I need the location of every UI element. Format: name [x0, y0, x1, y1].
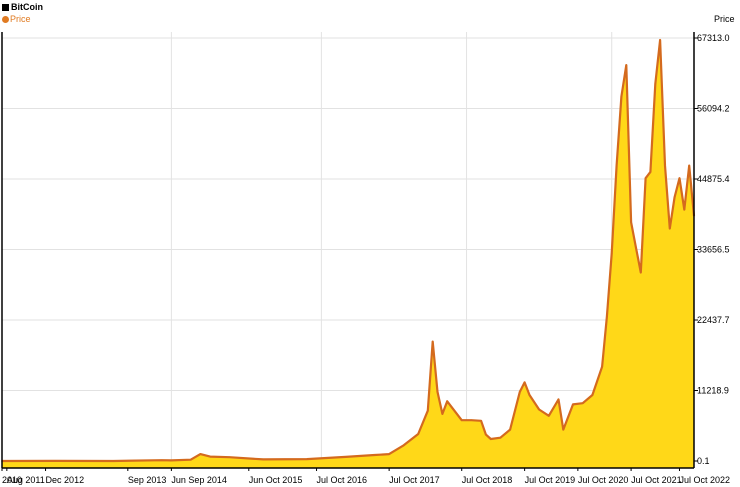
data-point-20 — [446, 400, 449, 403]
x-tick-label-0: 2010 — [2, 475, 22, 485]
x-tick-label-7: Jul Oct 2017 — [389, 475, 440, 485]
data-point-42 — [610, 252, 613, 255]
data-point-32 — [528, 394, 531, 396]
data-point-10 — [306, 458, 308, 460]
data-point-18 — [436, 391, 439, 393]
data-point-58 — [688, 164, 690, 167]
y-tick-label-0: 67313.0 — [697, 33, 730, 43]
series-dot-icon — [2, 15, 9, 23]
y-tick-label-4: 22437.7 — [697, 315, 730, 325]
data-point-53 — [664, 164, 666, 167]
x-tick-label-9: Jul Oct 2019 — [525, 475, 576, 485]
data-point-35 — [557, 398, 560, 401]
data-point-33 — [538, 408, 540, 411]
data-point-21 — [451, 406, 453, 409]
data-point-8 — [228, 456, 231, 459]
y-tick-label-6: 0.1 — [697, 456, 710, 466]
y-tick-label-2: 44875.4 — [697, 174, 730, 184]
data-point-6 — [199, 453, 202, 455]
legend-series-item[interactable]: Price — [2, 13, 43, 25]
data-point-24 — [470, 419, 473, 421]
x-tick-label-12: Jul Oct 2022 — [679, 475, 730, 485]
series-line-0 — [1, 38, 696, 463]
data-point-43 — [615, 164, 618, 167]
data-point-34 — [548, 414, 550, 417]
data-point-37 — [572, 403, 574, 406]
data-point-7 — [209, 455, 211, 458]
chart-legend: BitCoin Price — [2, 1, 43, 25]
data-point-13 — [388, 453, 390, 455]
x-tick-label-3: Sep 2013 — [128, 475, 167, 485]
data-point-49 — [644, 177, 647, 180]
data-point-17 — [431, 340, 434, 343]
data-point-30 — [518, 391, 521, 393]
data-point-55 — [673, 196, 676, 198]
data-point-12 — [373, 454, 376, 456]
data-point-48 — [639, 271, 642, 274]
data-point-44 — [620, 95, 623, 98]
data-point-14 — [402, 444, 405, 447]
legend-title: BitCoin — [2, 1, 43, 13]
data-point-22 — [456, 413, 458, 415]
data-point-52 — [659, 39, 661, 41]
data-point-39 — [591, 394, 594, 396]
data-point-56 — [678, 177, 681, 180]
data-point-28 — [499, 436, 502, 439]
x-tick-label-5: Jun Oct 2015 — [249, 475, 303, 485]
data-point-51 — [654, 83, 657, 85]
data-point-47 — [635, 246, 637, 249]
data-point-31 — [523, 381, 526, 384]
y-tick-label-1: 56094.2 — [697, 103, 730, 113]
data-point-29 — [509, 428, 511, 431]
y-ticks: 67313.0 56094.2 44875.4 33656.5 22437.7 11218… — [694, 33, 730, 466]
y-axis-label: Price — [714, 14, 735, 24]
chart-title: BitCoin — [11, 2, 43, 12]
x-tick-label-1: Aug 2011 — [7, 475, 45, 485]
data-point-19 — [441, 413, 444, 415]
x-tick-label-11: Jul Oct 2021 — [631, 475, 682, 485]
data-point-27 — [489, 438, 492, 440]
data-point-11 — [344, 456, 347, 458]
data-point-23 — [460, 419, 463, 421]
x-tick-label-6: Jul Oct 2016 — [317, 475, 368, 485]
data-point-15 — [417, 433, 419, 435]
series-area-0 — [2, 40, 694, 468]
data-point-45 — [625, 64, 628, 66]
data-point-5 — [189, 458, 192, 461]
legend-square-icon — [2, 3, 9, 11]
data-point-25 — [480, 419, 482, 422]
data-point-3 — [160, 459, 163, 462]
data-point-54 — [669, 227, 671, 230]
data-point-26 — [485, 433, 487, 436]
data-point-16 — [427, 409, 429, 412]
data-point-40 — [601, 365, 603, 368]
x-tick-label-2: Dec 2012 — [46, 475, 85, 485]
x-tick-label-8: Jul Oct 2018 — [462, 475, 513, 485]
data-point-9 — [262, 458, 265, 461]
data-point-50 — [649, 171, 652, 173]
data-point-57 — [683, 208, 686, 211]
x-tick-label-4: Jun Sep 2014 — [171, 475, 227, 485]
data-point-46 — [630, 221, 632, 224]
grid-layer — [2, 32, 694, 468]
data-point-4 — [170, 459, 173, 462]
data-point-36 — [562, 428, 565, 431]
data-point-2 — [112, 460, 115, 462]
x-tick-label-10: Jul Oct 2020 — [578, 475, 629, 485]
data-point-41 — [606, 315, 608, 318]
legend-series-label: Price — [10, 14, 31, 24]
y-tick-label-5: 11218.9 — [697, 386, 729, 396]
area-layer — [1, 38, 696, 468]
y-tick-label-3: 33656.5 — [697, 245, 730, 255]
data-point-38 — [581, 402, 584, 404]
data-point-1 — [54, 460, 57, 462]
